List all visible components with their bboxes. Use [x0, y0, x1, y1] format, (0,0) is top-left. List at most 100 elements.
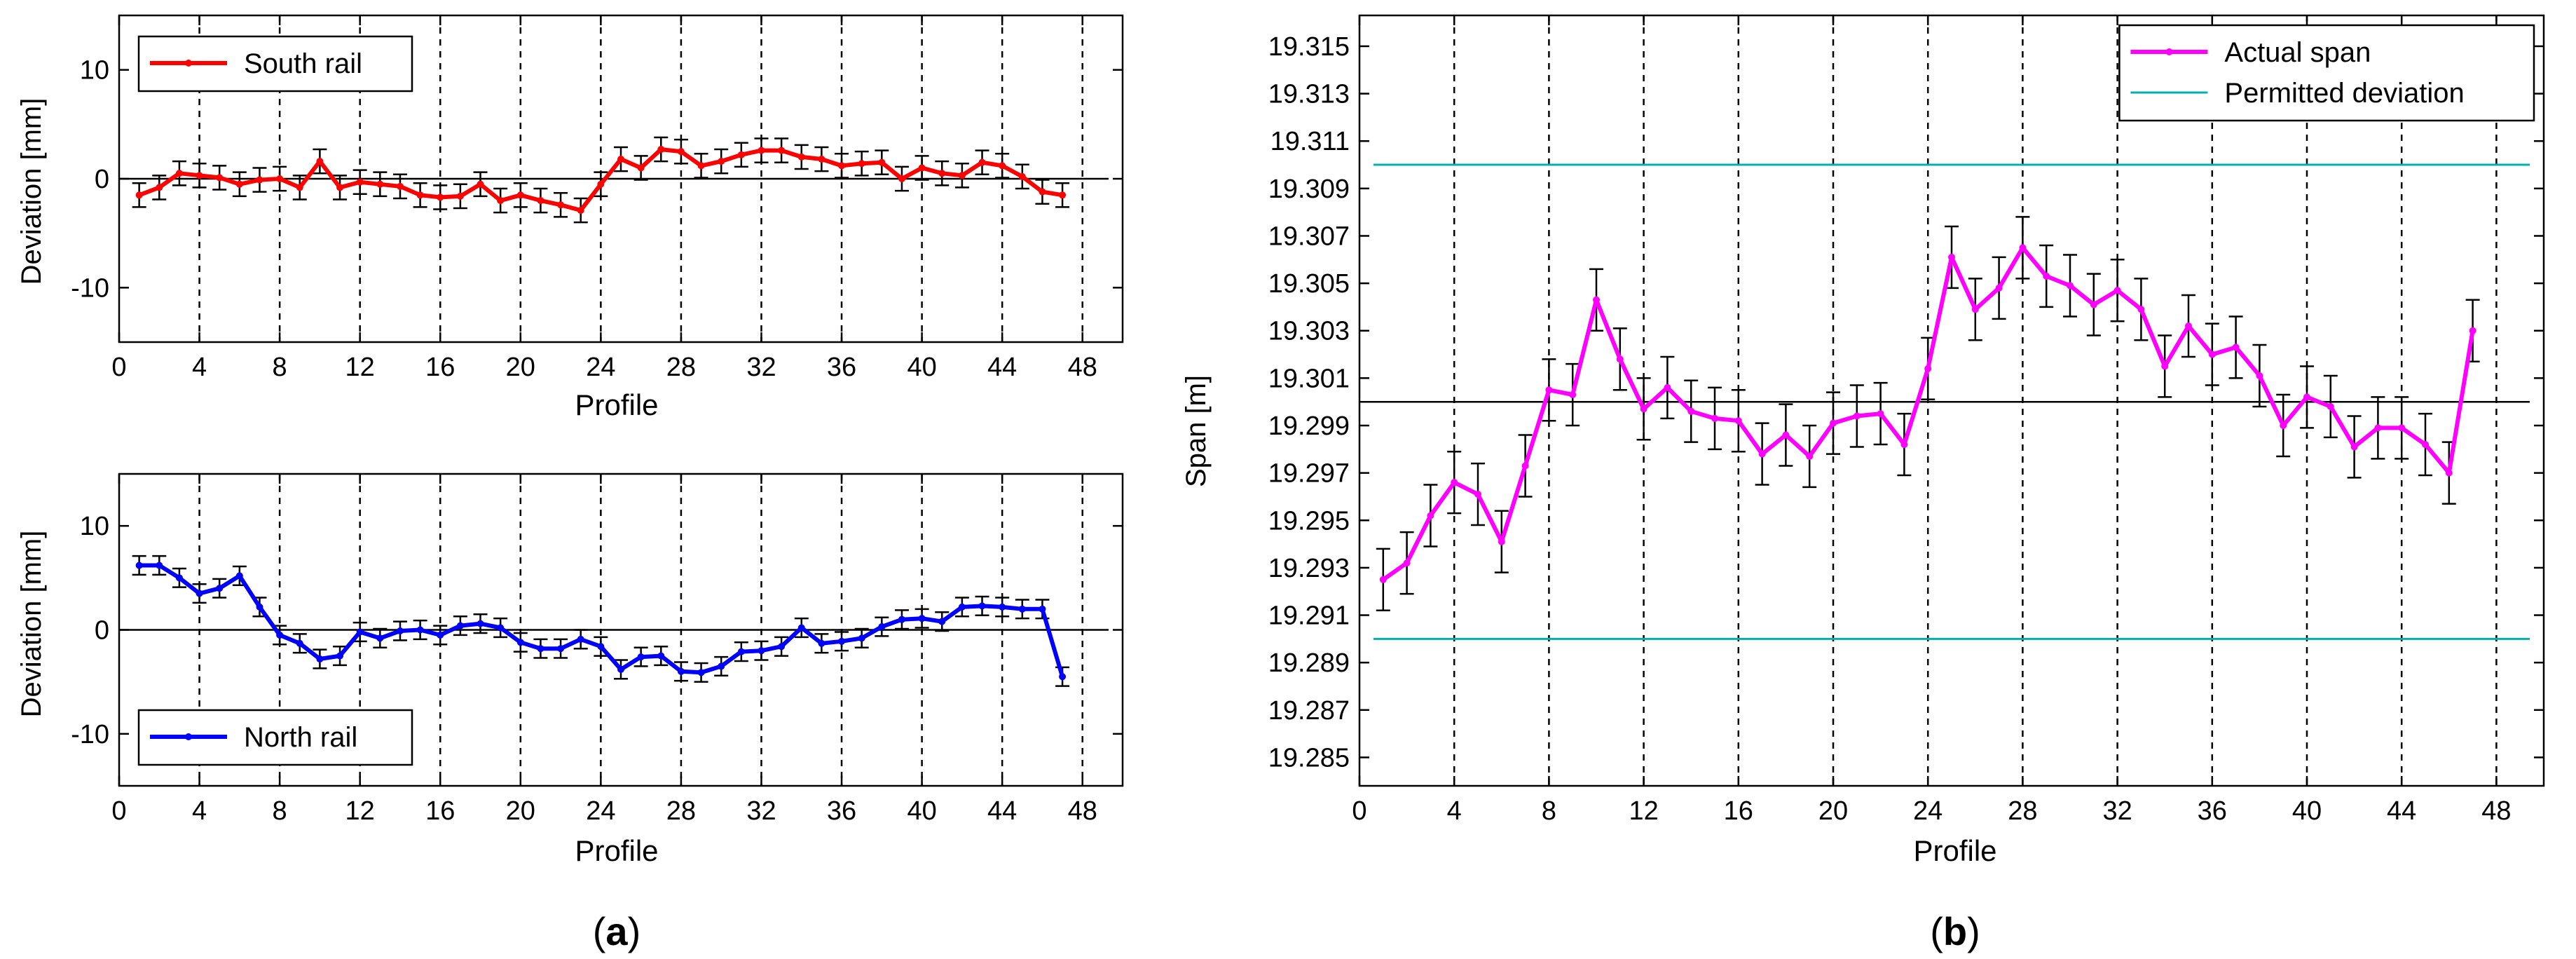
- panel-label-b-text: b: [1943, 909, 1967, 953]
- north-data-point: [175, 574, 183, 582]
- span-data-point: [2019, 244, 2027, 252]
- south-data-point: [477, 180, 484, 188]
- span-xtick-label: 28: [2008, 796, 2037, 826]
- span-data-point: [2303, 393, 2310, 401]
- span-data-point: [1758, 450, 1766, 458]
- span-data-point: [1971, 306, 1979, 313]
- south-data-point: [235, 180, 243, 188]
- south-data-point: [758, 147, 765, 154]
- north-xtick-label: 4: [192, 796, 207, 826]
- south-legend-label: South rail: [244, 48, 362, 79]
- span-data-point: [1995, 284, 2003, 292]
- north-data-point: [797, 624, 805, 632]
- span-ytick-label: 19.295: [1268, 506, 1350, 536]
- north-ytick-label: -10: [71, 720, 109, 749]
- span-data-point: [1521, 462, 1529, 470]
- span-data-point: [1877, 410, 1884, 418]
- span-data-point: [1498, 538, 1505, 545]
- span-data-point: [2327, 402, 2334, 410]
- south-data-point: [135, 191, 143, 199]
- north-data-point: [537, 645, 544, 653]
- south-xlabel: Profile: [575, 388, 658, 421]
- span-data-point: [2445, 469, 2453, 477]
- north-xtick-label: 8: [273, 796, 287, 826]
- north-xtick-label: 0: [111, 796, 126, 826]
- north-xtick-label: 40: [907, 796, 936, 826]
- north-ytick-label: 10: [80, 512, 109, 541]
- span-data-point: [2398, 424, 2406, 432]
- span-data-point: [1593, 296, 1600, 304]
- svg-text:(b): (b): [1930, 909, 1980, 953]
- north-ytick-label: 0: [95, 616, 109, 646]
- north-data-point: [416, 626, 424, 634]
- span-ylabel: Span [m]: [1181, 375, 1212, 487]
- north-data-point: [818, 639, 825, 647]
- north-legend-label: North rail: [244, 722, 357, 753]
- south-xtick-label: 24: [586, 353, 615, 382]
- span-ytick-label: 19.313: [1268, 80, 1350, 109]
- span-data-point: [1640, 405, 1647, 413]
- span-data-point: [2067, 282, 2074, 290]
- span-ytick-label: 19.305: [1268, 269, 1350, 299]
- south-data-point: [456, 192, 464, 200]
- south-data-point: [637, 164, 645, 172]
- span-xtick-label: 40: [2292, 796, 2322, 826]
- south-data-point: [156, 184, 163, 191]
- north-data-point: [918, 615, 926, 623]
- south-legend-marker: [185, 60, 192, 67]
- north-data-point: [838, 637, 846, 645]
- south-data-point: [396, 182, 404, 190]
- north-data-point: [958, 603, 966, 611]
- span-data-point: [2469, 327, 2476, 334]
- south-data-point: [737, 151, 745, 158]
- south-data-point: [376, 180, 384, 188]
- panel-label-b: (b): [1930, 909, 1980, 953]
- span-data-point: [2232, 344, 2240, 351]
- north-data-point: [336, 652, 344, 660]
- south-data-point: [597, 180, 605, 188]
- south-xtick-label: 20: [506, 353, 535, 382]
- span-data-point: [1806, 452, 1814, 460]
- span-ytick-label: 19.297: [1268, 459, 1350, 489]
- span-chart: Span [m] Profile 0 4 8 12 16 20 24 28 32 36 40 44 48…: [1181, 14, 2545, 867]
- south-xtick-label: 12: [345, 353, 375, 382]
- south-data-point: [697, 162, 705, 170]
- south-data-point: [657, 146, 665, 154]
- north-data-point: [677, 667, 685, 675]
- north-data-point: [156, 562, 163, 569]
- south-xtick-label: 28: [666, 353, 696, 382]
- north-data-point: [477, 620, 484, 627]
- span-data-point: [2161, 362, 2169, 370]
- span-data-point: [1451, 479, 1458, 487]
- span-data-point: [2422, 441, 2429, 449]
- south-xtick-label: 44: [987, 353, 1017, 382]
- north-xtick-label: 32: [746, 796, 776, 826]
- north-data-point: [718, 662, 725, 670]
- north-data-point: [497, 624, 505, 632]
- north-xtick-label: 12: [345, 796, 375, 826]
- panel-label-a: (a): [593, 909, 640, 953]
- south-data-point: [516, 191, 524, 199]
- south-data-point: [918, 164, 926, 172]
- north-data-point: [135, 562, 143, 569]
- span-legend-box: [2118, 24, 2535, 122]
- span-legend-label: Actual span: [2224, 37, 2371, 68]
- south-data-point: [797, 153, 805, 161]
- svg-text:(a): (a): [593, 909, 640, 953]
- south-data-point: [1059, 191, 1067, 199]
- south-data-point: [898, 175, 905, 182]
- south-data-point: [296, 184, 303, 191]
- south-rail-chart: Deviation [mm] Profile 0 4 8 12 16 20 24 28 32 36…: [16, 14, 1124, 421]
- south-data-point: [617, 156, 624, 163]
- span-data-point: [1687, 407, 1695, 415]
- span-data-point: [1474, 491, 1481, 498]
- span-data-point: [1711, 414, 1718, 422]
- south-data-point: [1039, 188, 1046, 196]
- span-ytick-label: 19.289: [1268, 648, 1350, 678]
- span-data-point: [1948, 253, 1955, 261]
- span-data-point: [1734, 417, 1742, 425]
- north-xtick-label: 20: [506, 796, 535, 826]
- south-data-point: [778, 147, 786, 154]
- span-xtick-label: 44: [2387, 796, 2416, 826]
